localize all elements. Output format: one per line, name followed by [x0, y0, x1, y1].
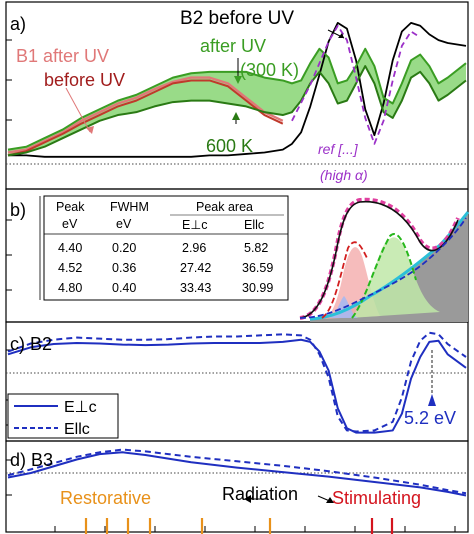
th-peak-unit: eV [62, 217, 78, 231]
cell-1-2: 27.42 [180, 261, 211, 275]
th-fwhm-unit: eV [116, 217, 132, 231]
label-before-uv: before UV [44, 70, 125, 90]
bottom-ticks [54, 526, 456, 532]
panel-b-fit-areas [299, 197, 470, 322]
label-300k: (300 K) [240, 60, 299, 80]
a-series-line-3 [7, 47, 467, 151]
peak-452-line [321, 241, 369, 319]
cell-1-0: 4.52 [58, 261, 82, 275]
radiation-ticks [84, 518, 394, 534]
d-series-line-0 [7, 451, 467, 497]
panel-d-frame [5, 440, 469, 533]
label-ref: ref [...] [318, 141, 359, 157]
d-series-line-1 [7, 448, 467, 495]
arrow-head-600k [232, 112, 240, 120]
annotation-5.2ev: 5.2 eV [404, 408, 456, 428]
table-text: Peak eV FWHM eV Peak area E⊥c Ellc 4.40 … [56, 200, 273, 295]
panel-b-blue-dash [299, 217, 467, 319]
th-fwhm: FWHM [110, 200, 149, 214]
label-600k: 600 K [206, 136, 253, 156]
left-ticks [6, 39, 12, 496]
cell-2-1: 0.40 [112, 281, 136, 295]
arrow-head-b2 [338, 33, 344, 38]
arrow-head-300k [234, 76, 242, 84]
label-restorative: Restorative [60, 488, 151, 508]
legend-dashed-text: Ellc [64, 421, 90, 438]
label-b2-before-uv: B2 before UV [180, 8, 294, 29]
cell-0-1: 0.20 [112, 241, 136, 255]
annotation-arrow [428, 394, 436, 406]
a-series-line-2 [7, 79, 284, 157]
panel-a-green-band [8, 48, 466, 156]
a-series-line-0 [8, 21, 467, 158]
panel-b-table [39, 195, 289, 301]
cell-1-3: 36.59 [242, 261, 273, 275]
background-area [310, 212, 468, 322]
cell-2-3: 30.99 [242, 281, 273, 295]
legend-box [7, 393, 119, 439]
arrow-head-stimulating [326, 497, 334, 503]
c-series-line-1 [7, 331, 467, 433]
panel-c-label: c) B2 [10, 334, 52, 354]
cell-0-3: 5.82 [244, 241, 268, 255]
arrow-head-b1 [86, 126, 94, 134]
panel-b-label: b) [10, 200, 26, 220]
label-stimulating: Stimulating [332, 488, 421, 508]
cell-2-2: 33.43 [180, 281, 211, 295]
cell-2-0: 4.80 [58, 281, 82, 295]
cell-1-1: 0.36 [112, 261, 136, 275]
panel-d-label: d) B3 [10, 450, 53, 470]
a-series-line-5 [291, 24, 421, 145]
th-epar: Ellc [244, 218, 264, 232]
a-series-line-1 [7, 76, 284, 154]
a-series-line-4 [7, 65, 467, 157]
th-eperp: E⊥c [182, 218, 207, 232]
label-b1-after-uv: B1 after UV [16, 46, 109, 66]
arrow-head-restorative [244, 495, 251, 503]
legend-solid-text: E⊥c [64, 399, 97, 416]
cell-0-2: 2.96 [182, 241, 206, 255]
label-high-alpha: (high α) [320, 167, 368, 183]
table-frame [43, 195, 289, 301]
th-peak-area: Peak area [196, 200, 253, 214]
cell-0-0: 4.40 [58, 241, 82, 255]
c-series-line-0 [7, 338, 467, 434]
peak-480-area [350, 237, 440, 318]
measured-line [299, 200, 459, 319]
label-after-uv: after UV [200, 36, 266, 56]
label-radiation: Radiation [222, 484, 298, 504]
th-peak: Peak [56, 200, 85, 214]
panel-a-label: a) [10, 14, 26, 34]
